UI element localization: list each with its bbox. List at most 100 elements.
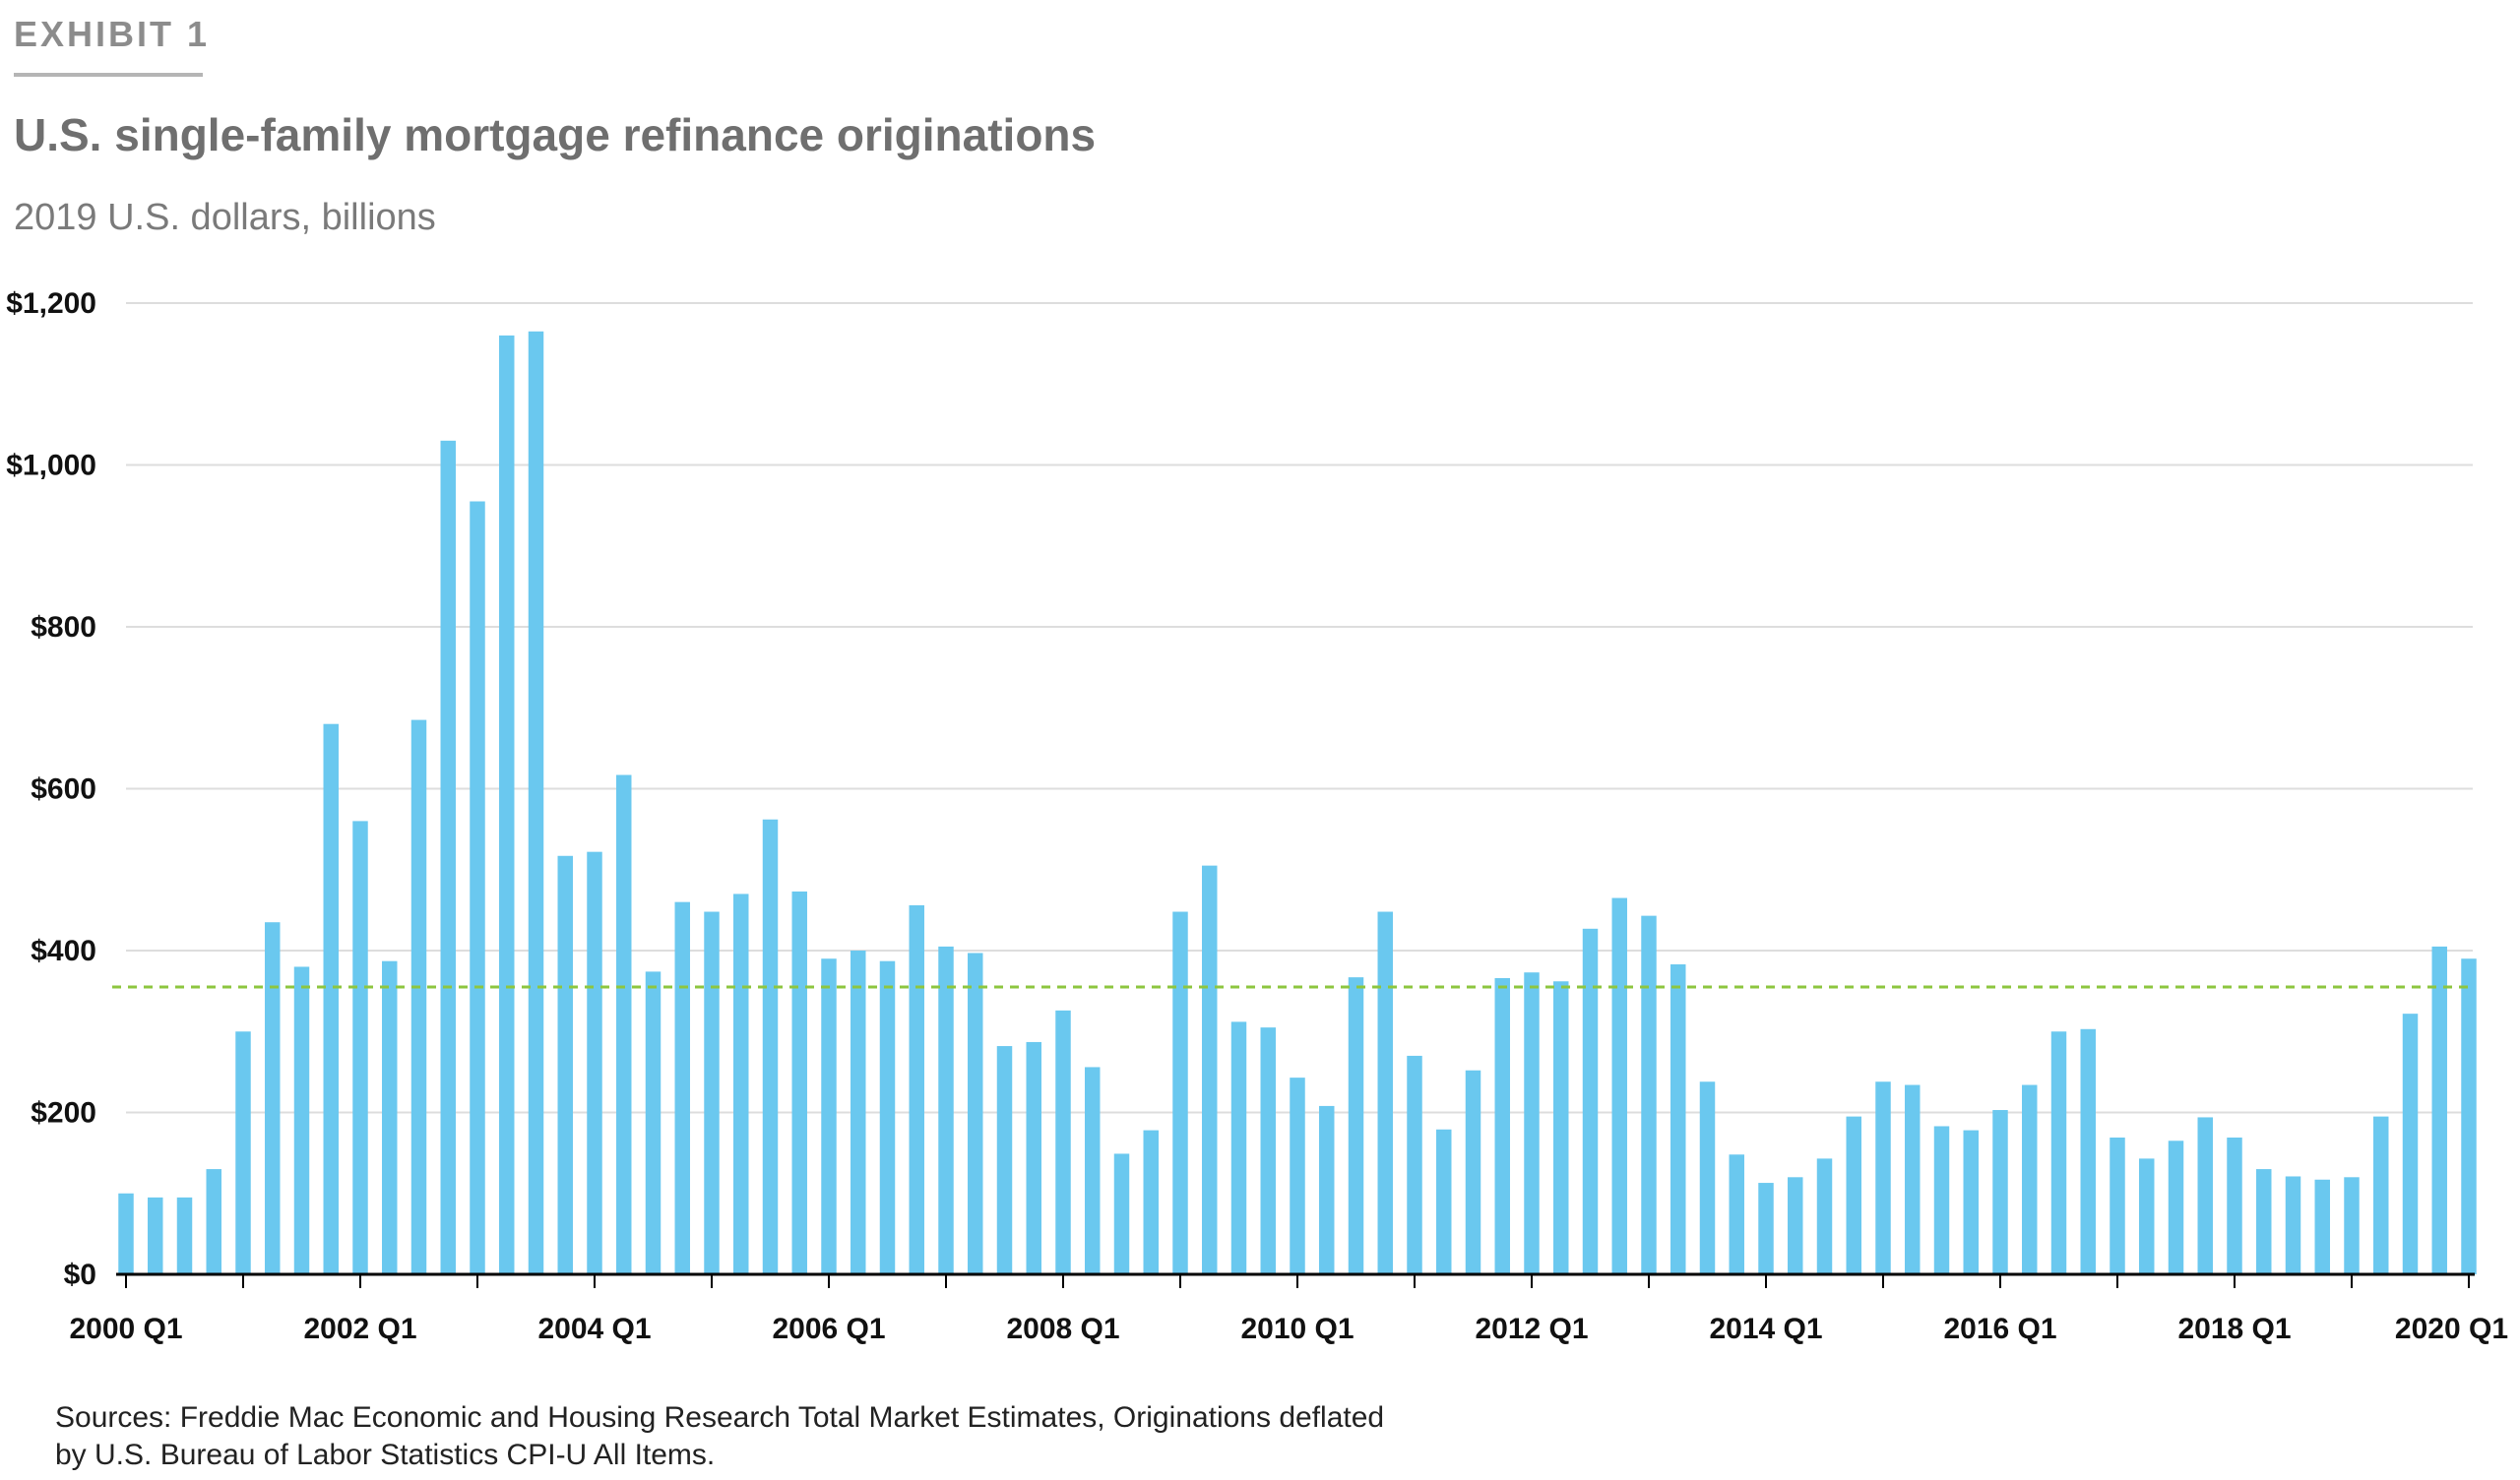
bar <box>704 911 720 1274</box>
x-tick-label: 2014 Q1 <box>1709 1313 1822 1345</box>
bar <box>2256 1169 2272 1274</box>
x-tick-label: 2004 Q1 <box>537 1313 651 1345</box>
bar <box>206 1169 221 1274</box>
x-tick-label: 2000 Q1 <box>69 1313 182 1345</box>
bar <box>1582 928 1599 1274</box>
bar <box>1670 963 1686 1274</box>
bar <box>1172 911 1188 1274</box>
bar <box>2431 946 2447 1274</box>
bar <box>2344 1177 2360 1274</box>
bar <box>968 953 983 1274</box>
bar <box>118 1193 134 1274</box>
bar <box>382 960 398 1274</box>
y-tick-label: $0 <box>64 1259 96 1291</box>
y-tick-label: $200 <box>31 1097 96 1130</box>
chart-subtitle: 2019 U.S. dollars, billions <box>14 197 436 238</box>
bar <box>499 335 515 1274</box>
bar <box>1377 911 1393 1274</box>
sources-line-2: by U.S. Bureau of Labor Statistics CPI-U… <box>55 1439 716 1471</box>
x-axis: 2000 Q1 2002 Q1 2004 Q1 2006 Q1 2008 Q1 2010 … <box>69 1272 2508 1345</box>
x-tick-label: 2012 Q1 <box>1475 1313 1588 1345</box>
bar <box>1407 1055 1422 1274</box>
bar <box>674 901 690 1274</box>
y-axis-tick-labels: $0 $200 $400 $600 $800 $1,000 $1,200 <box>6 287 96 1291</box>
bar <box>1963 1130 1979 1274</box>
bar <box>265 922 281 1274</box>
bar <box>528 331 544 1275</box>
bar <box>470 501 485 1274</box>
bar <box>821 958 837 1274</box>
bar <box>2168 1141 2184 1274</box>
bar <box>1494 977 1510 1274</box>
bar <box>1553 981 1569 1274</box>
bar <box>2373 1116 2389 1274</box>
bar <box>616 774 632 1274</box>
bar <box>645 971 662 1274</box>
bar <box>323 723 339 1274</box>
x-tick-label: 2006 Q1 <box>772 1313 885 1345</box>
x-tick-label: 2008 Q1 <box>1006 1313 1119 1345</box>
bar <box>2314 1179 2330 1274</box>
bar <box>2461 958 2477 1274</box>
bar <box>1875 1081 1891 1274</box>
y-tick-label: $1,000 <box>6 450 96 482</box>
bar <box>1143 1130 1159 1274</box>
bar <box>2227 1137 2242 1274</box>
y-tick-label: $600 <box>31 773 96 806</box>
bar <box>733 894 749 1274</box>
bar <box>850 951 866 1274</box>
bar <box>1758 1183 1774 1274</box>
bar <box>1611 897 1627 1274</box>
bar <box>1905 1084 1921 1274</box>
bar <box>557 855 573 1274</box>
bar <box>1729 1154 1744 1274</box>
x-tick-label: 2018 Q1 <box>2177 1313 2291 1345</box>
bar <box>1816 1158 1833 1274</box>
bar <box>1524 972 1540 1274</box>
bar <box>2197 1117 2213 1274</box>
bar <box>1113 1153 1130 1274</box>
bar <box>2139 1158 2155 1274</box>
bar <box>1055 1010 1071 1274</box>
x-tick-label: 2020 Q1 <box>2395 1313 2508 1345</box>
bar-chart: $0$200$400$600$800$1,000$1,200 2000 Q1 20… <box>6 287 2508 1345</box>
bar <box>2110 1137 2125 1274</box>
bar <box>909 904 924 1274</box>
bar <box>1436 1129 1452 1274</box>
bar <box>2050 1031 2067 1274</box>
bar <box>2402 1014 2419 1274</box>
bar <box>1992 1110 2008 1274</box>
bar <box>791 891 807 1274</box>
y-tick-label: $800 <box>31 611 96 644</box>
bar <box>410 719 427 1274</box>
bar <box>440 440 456 1274</box>
bar <box>1260 1027 1276 1274</box>
sources-note: Sources: Freddie Mac Economic and Housin… <box>55 1399 1384 1474</box>
x-tick-label: 2002 Q1 <box>303 1313 416 1345</box>
bar <box>235 1031 251 1274</box>
x-tick-label: 2016 Q1 <box>1943 1313 2056 1345</box>
bar <box>762 819 779 1274</box>
sources-line-1: Sources: Freddie Mac Economic and Housin… <box>55 1401 1385 1434</box>
bar <box>996 1046 1013 1274</box>
bar <box>2022 1084 2038 1274</box>
bar <box>1641 915 1657 1274</box>
bar <box>1788 1177 1803 1274</box>
bar-series <box>118 331 2477 1275</box>
bar <box>1026 1041 1041 1274</box>
bar <box>1319 1105 1335 1274</box>
exhibit-underline <box>14 73 203 77</box>
bar <box>587 851 602 1274</box>
bar <box>1699 1081 1716 1274</box>
bar <box>1290 1078 1305 1274</box>
exhibit-label: EXHIBIT 1 <box>14 14 211 54</box>
bar <box>1465 1070 1481 1274</box>
chart-title: U.S. single-family mortgage refinance or… <box>14 109 1097 160</box>
bar <box>1230 1021 1247 1274</box>
bar <box>2285 1176 2301 1274</box>
bar <box>1348 977 1364 1274</box>
bar <box>879 960 896 1274</box>
x-tick-label: 2010 Q1 <box>1240 1313 1354 1345</box>
bar <box>2080 1028 2096 1274</box>
bar <box>938 946 954 1274</box>
